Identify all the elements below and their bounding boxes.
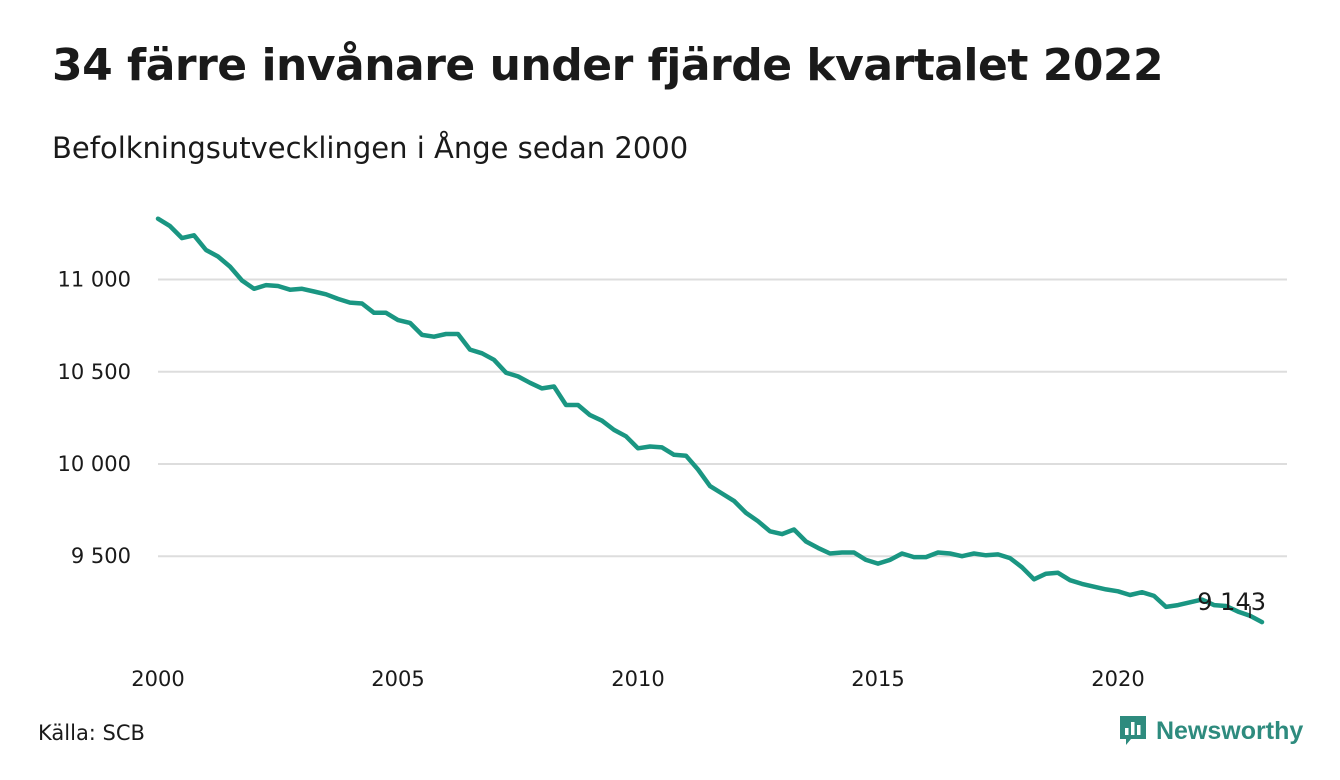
x-tick-label: 2020 <box>1091 667 1144 691</box>
data-labels: 9 143 <box>1197 588 1266 619</box>
y-tick-label: 10 500 <box>58 360 131 384</box>
newsworthy-logo-icon <box>1120 716 1146 745</box>
x-tick-label: 2010 <box>611 667 664 691</box>
gridlines <box>158 278 1287 558</box>
source-note: Källa: SCB <box>38 721 145 745</box>
chart-title: 34 färre invånare under fjärde kvartalet… <box>52 40 1164 91</box>
chart-subtitle: Befolkningsutvecklingen i Ånge sedan 200… <box>52 131 689 165</box>
y-axis-tick-labels: 9 500 10 000 10 500 11 000 <box>58 268 131 569</box>
brand-logo: Newsworthy <box>1118 714 1303 748</box>
y-tick-label: 11 000 <box>58 268 131 292</box>
x-axis-tick-labels: 2000 2005 2010 2015 2020 <box>131 667 1144 691</box>
end-value-label: 9 143 <box>1197 588 1266 616</box>
x-tick-label: 2005 <box>371 667 424 691</box>
y-tick-label: 10 000 <box>58 452 131 476</box>
brand-name: Newsworthy <box>1156 716 1304 745</box>
x-tick-label: 2000 <box>131 667 184 691</box>
population-line <box>155 216 1265 625</box>
line-chart: 9 500 10 000 10 500 11 000 2000 2005 2010 2015… <box>58 216 1287 691</box>
x-tick-label: 2015 <box>851 667 904 691</box>
population-series <box>155 216 1265 625</box>
y-tick-label: 9 500 <box>71 544 131 568</box>
